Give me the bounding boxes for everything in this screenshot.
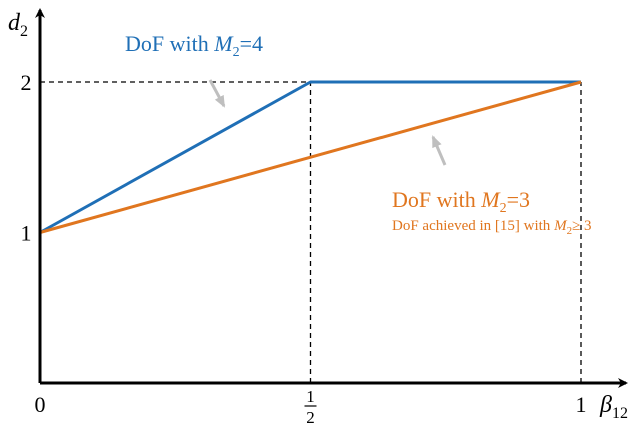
orange-note-var: M	[553, 218, 568, 234]
x-tick-label-0: 0	[35, 392, 46, 417]
y-tick-label-0: 1	[21, 221, 32, 246]
orange-series-label: DoF with M2=3	[392, 187, 530, 216]
orange-label-prefix: DoF with	[392, 187, 481, 212]
x-axis-title: β12	[599, 392, 628, 422]
blue-label-var: M	[213, 31, 234, 56]
x-axis-title-main: β	[599, 392, 612, 418]
orange-note-sub: 2	[567, 225, 573, 237]
y-tick-label-1: 2	[21, 70, 32, 95]
blue-label-prefix: DoF with	[125, 31, 214, 56]
orange-note-suffix: ≥ 3	[572, 218, 591, 234]
orange-label-sub: 2	[500, 201, 507, 216]
y-axis-title-sub: 2	[20, 23, 28, 40]
blue-series-label: DoF with M2=4	[125, 31, 263, 60]
blue-label-suffix: =4	[240, 31, 263, 56]
x-tick-label-2: 1	[576, 392, 587, 417]
x-tick-numerator: 1	[306, 387, 315, 406]
x-tick-denominator: 2	[306, 408, 315, 427]
series-lines	[39, 80, 582, 234]
y-axis-title: d2	[8, 10, 28, 40]
orange-label-suffix: =3	[507, 187, 530, 212]
series-line-1	[39, 80, 582, 234]
orange-series-note: DoF achieved in [15] with M2≥ 3	[392, 218, 592, 237]
y-axis-title-main: d	[8, 10, 21, 36]
orange-label-arrow	[431, 135, 447, 166]
blue-label-arrow	[208, 79, 226, 108]
blue-label-sub: 2	[233, 45, 240, 60]
orange-label-var: M	[480, 187, 501, 212]
x-axis-title-sub: 12	[612, 405, 628, 422]
orange-note-prefix: DoF achieved in [15] with	[392, 218, 554, 234]
tick-labels: 0 1 2 1 1 2	[21, 70, 587, 427]
series-line-0	[39, 80, 581, 234]
